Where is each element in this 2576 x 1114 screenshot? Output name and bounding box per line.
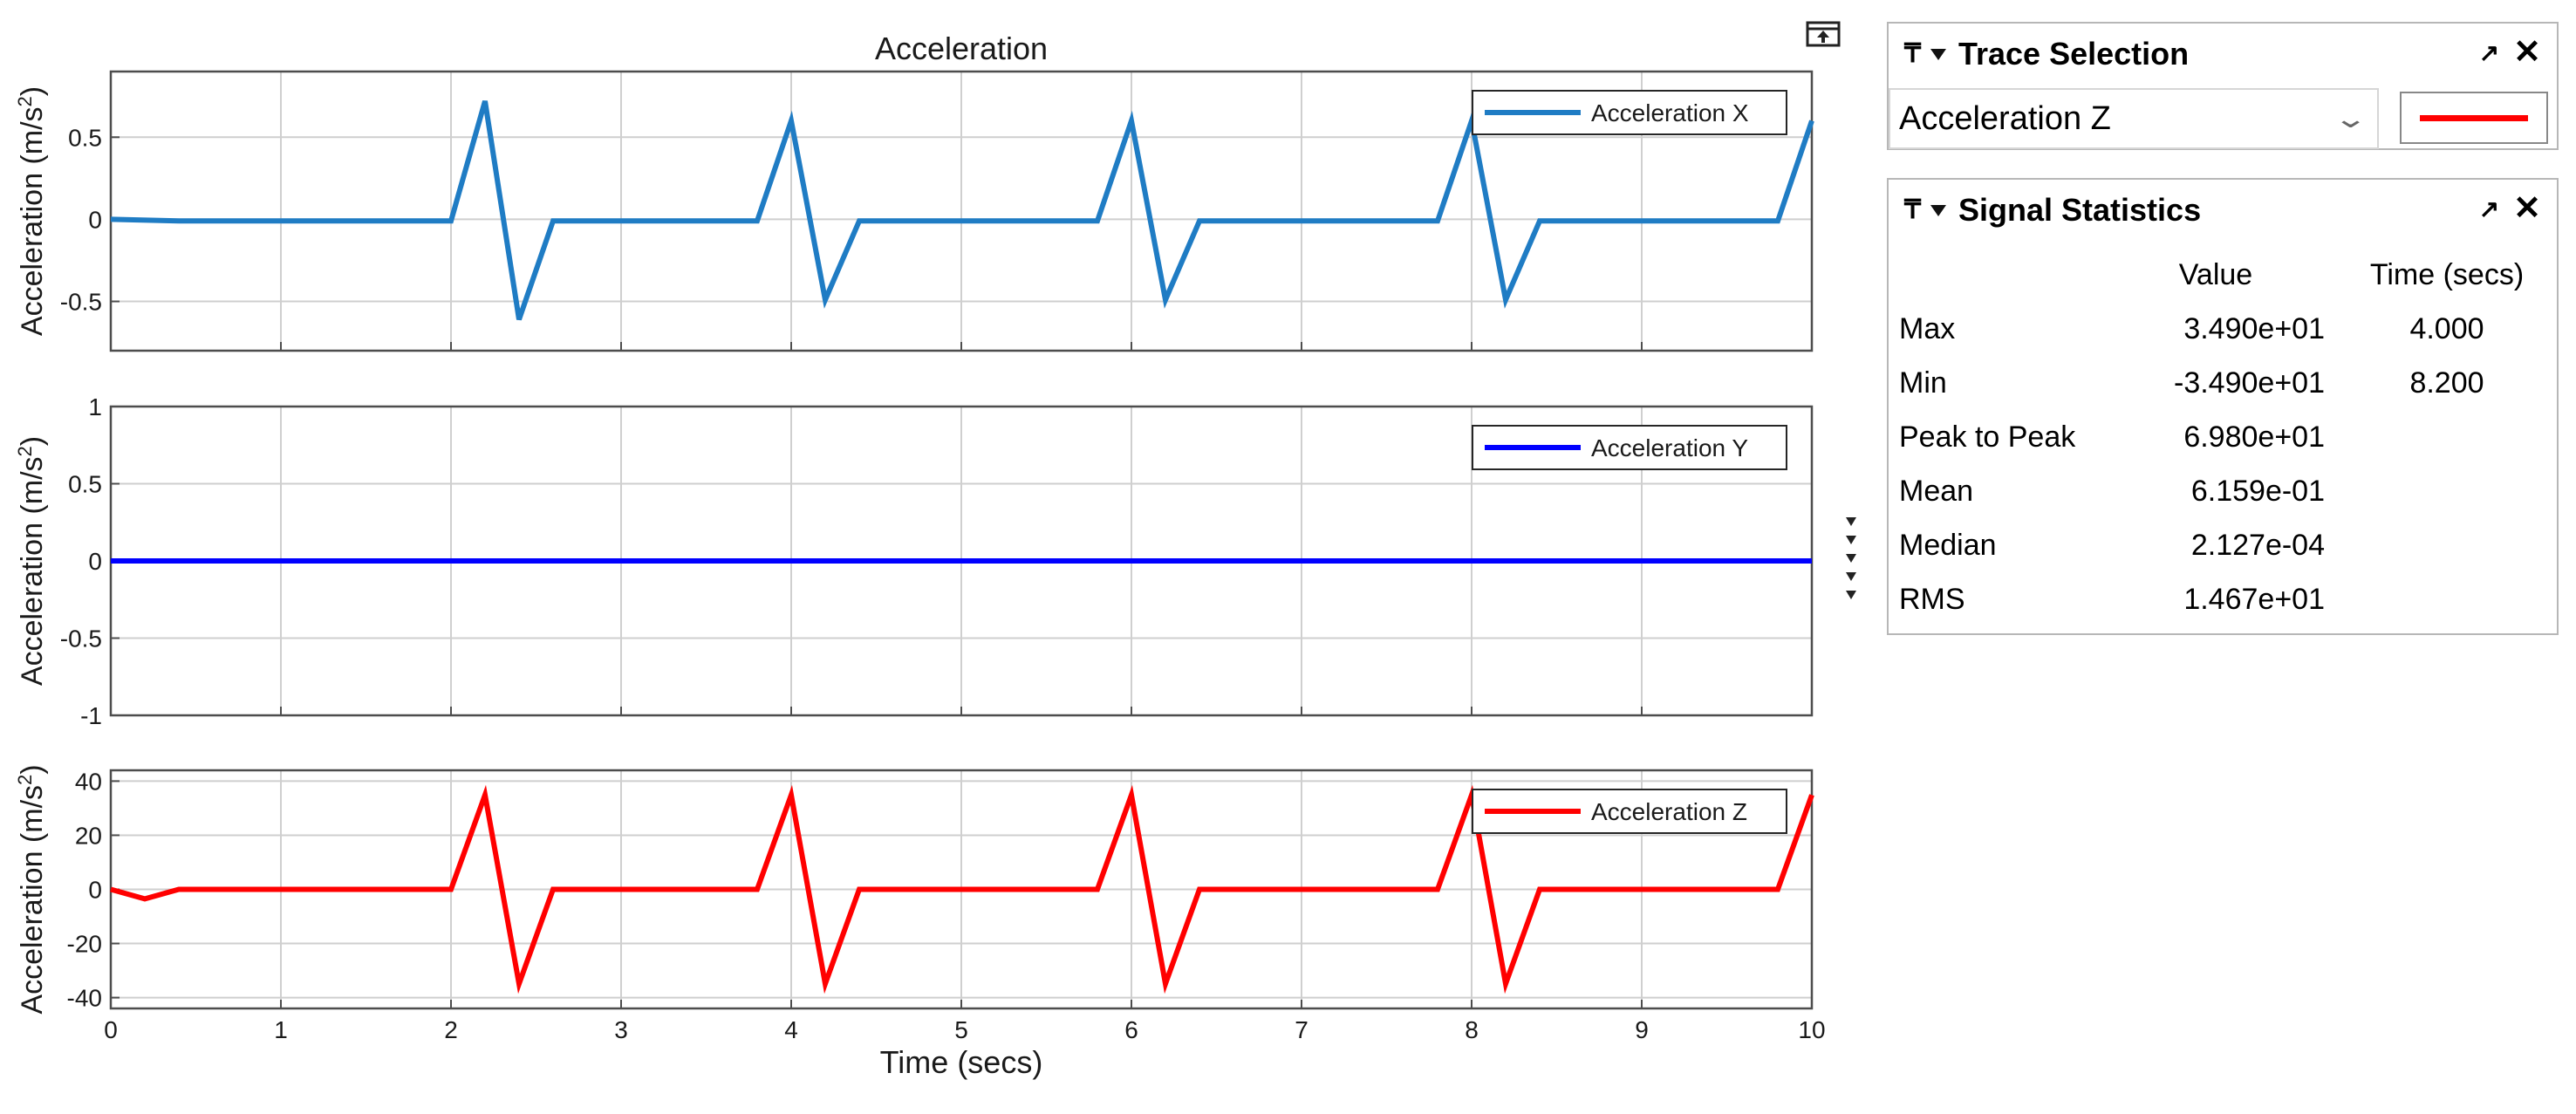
y-tick-label: -0.5 — [60, 625, 102, 653]
y-tick-label: 0 — [88, 206, 102, 233]
statistics-header-row: Value Time (secs) — [1889, 249, 2557, 300]
x-tick-label: 2 — [444, 1016, 458, 1043]
series-line — [110, 784, 1814, 994]
y-tick-label: 0.5 — [68, 124, 102, 151]
statistics-row: Min -3.490e+01 8.200 — [1889, 358, 2557, 408]
legend-label: Acceleration Z — [1591, 798, 1747, 825]
maximize-icon[interactable]: ↗ — [2478, 38, 2500, 66]
y-tick-label: 0 — [88, 548, 102, 575]
x-tick-label: 7 — [1295, 1016, 1308, 1043]
signal-statistics-title: Signal Statistics — [1958, 192, 2202, 228]
collapse-arrow-icon[interactable] — [1846, 536, 1856, 544]
panel-collapse-arrows[interactable] — [1842, 517, 1860, 622]
stat-time: 4.000 — [2409, 312, 2484, 345]
legend-label: Acceleration X — [1591, 99, 1749, 126]
statistics-row: Max 3.490e+01 4.000 — [1889, 304, 2557, 354]
y-tick-label: -20 — [67, 931, 102, 958]
undock-icon[interactable] — [1806, 21, 1841, 47]
collapse-triangle-icon[interactable] — [1930, 204, 1946, 216]
axes-1 — [109, 70, 1814, 352]
close-icon[interactable]: ✕ — [2513, 190, 2541, 227]
legend — [1472, 789, 1787, 834]
stat-label: Max — [1899, 312, 1956, 345]
scope-plots: -0.5 0 0.5 Acceleration (m/s2) Acceleration A… — [14, 31, 1826, 1080]
trace-select-dropdown[interactable]: Acceleration Z ⌄ — [1889, 88, 2379, 149]
x-tick-label: 9 — [1635, 1016, 1649, 1043]
maximize-icon[interactable]: ↗ — [2478, 195, 2500, 222]
statistics-row: Peak to Peak 6.980e+01 — [1889, 412, 2557, 462]
axes-3 — [109, 769, 1814, 1010]
legend — [1472, 425, 1787, 470]
scope-display: -0.5 0 0.5 Acceleration (m/s2) Acceleration A… — [14, 31, 1826, 1080]
close-icon[interactable]: ✕ — [2513, 34, 2541, 71]
trace-selection-panel: ₸ Trace Selection ↗ ✕ Acceleration Z ⌄ — [1887, 22, 2559, 150]
y-tick-label: 0.5 — [68, 471, 102, 498]
y-tick-label: -0.5 — [60, 289, 102, 316]
stat-value: -3.490e+01 — [2174, 366, 2325, 400]
stat-label: Mean — [1899, 475, 1974, 508]
signal-statistics-header: ₸ Signal Statistics — [1904, 187, 2201, 234]
stat-label: Min — [1899, 366, 1947, 400]
y-tick-label: -1 — [80, 702, 102, 729]
stat-value: 6.980e+01 — [2183, 420, 2325, 454]
y-tick-label: 20 — [75, 822, 102, 849]
collapse-triangle-icon[interactable] — [1930, 48, 1946, 60]
trace-select-value: Acceleration Z — [1899, 99, 2111, 137]
column-header-time: Time (secs) — [2369, 258, 2525, 291]
stat-label: Median — [1899, 529, 1997, 562]
stat-value: 2.127e-04 — [2190, 529, 2325, 562]
statistics-row: Mean 6.159e-01 — [1889, 466, 2557, 516]
stat-label: RMS — [1899, 583, 1965, 616]
stat-label: Peak to Peak — [1899, 420, 2076, 454]
trace-selection-title: Trace Selection — [1958, 36, 2190, 72]
trace-line-swatch — [2420, 114, 2528, 121]
legend-label: Acceleration Y — [1591, 434, 1748, 461]
trace-selection-header: ₸ Trace Selection — [1904, 31, 2189, 78]
x-tick-label: 1 — [274, 1016, 288, 1043]
x-tick-label: 8 — [1465, 1016, 1479, 1043]
x-tick-label: 3 — [614, 1016, 628, 1043]
x-tick-label: 6 — [1124, 1016, 1138, 1043]
statistics-row: Median 2.127e-04 — [1889, 520, 2557, 571]
y-tick-label: -40 — [67, 985, 102, 1012]
pin-icon[interactable]: ₸ — [1904, 195, 1922, 224]
y-axis-label: Acceleration (m/s2) — [14, 764, 49, 1014]
chevron-down-icon: ⌄ — [2333, 104, 2368, 133]
x-tick-label: 10 — [1798, 1016, 1825, 1043]
series-line — [110, 100, 1814, 321]
collapse-arrow-icon[interactable] — [1846, 517, 1856, 526]
chart-title: Acceleration — [875, 31, 1048, 66]
x-axis-label: Time (secs) — [880, 1044, 1043, 1080]
stat-value: 6.159e-01 — [2190, 475, 2325, 508]
x-tick-label: 4 — [784, 1016, 798, 1043]
trace-line-style-button[interactable] — [2400, 92, 2548, 144]
collapse-arrow-icon[interactable] — [1846, 591, 1856, 599]
statistics-row: RMS 1.467e+01 — [1889, 574, 2557, 625]
collapse-arrow-icon[interactable] — [1846, 572, 1856, 581]
x-tick-label: 5 — [954, 1016, 968, 1043]
y-axis-label: Acceleration (m/s2) — [14, 86, 49, 336]
axes-2 — [109, 405, 1814, 717]
pin-icon[interactable]: ₸ — [1904, 39, 1922, 68]
y-tick-label: 1 — [88, 393, 102, 420]
stat-value: 3.490e+01 — [2183, 312, 2325, 345]
stat-value: 1.467e+01 — [2183, 583, 2325, 616]
column-header-value: Value — [2178, 258, 2253, 291]
legend — [1472, 90, 1787, 135]
y-tick-label: 40 — [75, 768, 102, 795]
x-tick-label: 0 — [104, 1016, 118, 1043]
collapse-arrow-icon[interactable] — [1846, 554, 1856, 563]
stat-time: 8.200 — [2409, 366, 2484, 400]
y-axis-label: Acceleration (m/s2) — [14, 436, 49, 686]
signal-statistics-panel: ₸ Signal Statistics ↗ ✕ Value Time (secs… — [1887, 178, 2559, 635]
y-tick-label: 0 — [88, 877, 102, 904]
